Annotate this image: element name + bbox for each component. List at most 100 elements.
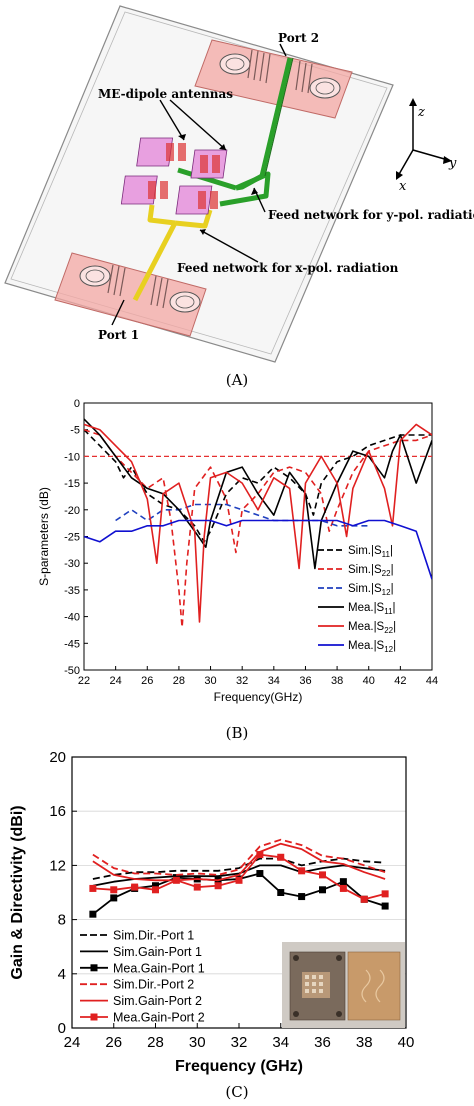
y-tick-label: 0: [74, 398, 80, 410]
legend-label: Sim.|S12|: [348, 583, 394, 597]
x-tick-label: 36: [299, 675, 311, 687]
label-port1: Port 1: [98, 328, 139, 342]
y-axis-label: S-parameters (dB): [37, 487, 51, 586]
x-tick-label: 34: [268, 675, 280, 687]
me-dipole-element: [120, 175, 168, 205]
plot-frame: [83, 402, 433, 671]
data-point: [339, 884, 347, 892]
screw-hole-icon: [169, 291, 201, 313]
x-tick-label: 30: [189, 1034, 206, 1051]
x-axis-label: Frequency (GHz): [175, 1058, 303, 1075]
series-line: [84, 418, 432, 570]
photo-board-back: [347, 951, 401, 1021]
series-line: [84, 423, 432, 623]
label-me-dipole: ME-dipole antennas: [98, 87, 233, 101]
gain-directivity-chart: 24 26 28 30 32 34 36 38 40 0 4 8 12 16 20 Frequency (GH…: [9, 749, 414, 1075]
feed-network-x: [132, 204, 213, 302]
y-tick-label: 16: [49, 803, 66, 820]
legend-label: Sim.Dir.-Port 2: [113, 978, 194, 992]
legend-label: Sim.|S11|: [348, 545, 393, 559]
x-tick-label: 24: [64, 1034, 81, 1051]
legend-label: Sim.|S22|: [348, 564, 394, 578]
series-line: [115, 503, 369, 527]
x-tick-label: 24: [110, 675, 122, 687]
x-axis-label: Frequency(GHz): [214, 690, 303, 704]
y-tick-label: -30: [64, 558, 80, 570]
legend-label: Sim.Gain-Port 2: [113, 994, 202, 1008]
data-point: [131, 883, 139, 891]
axis-z-label: z: [417, 105, 425, 120]
panel-c-caption: (C): [225, 1083, 248, 1101]
series-line: [92, 857, 386, 880]
x-tick-label: 30: [204, 675, 216, 687]
y-tick-label: 12: [49, 857, 66, 874]
x-tick-label: 40: [363, 675, 375, 687]
data-point: [319, 871, 326, 879]
legend-marker: [90, 964, 98, 972]
via-fence: [247, 49, 313, 94]
y-tick-label: -35: [64, 585, 80, 597]
label-feed-x: Feed network for x-pol. radiation: [177, 261, 399, 275]
data-point: [381, 890, 389, 898]
y-axis-label: Gain & Directivity (dBi): [9, 805, 26, 979]
data-point: [381, 902, 389, 910]
x-tick-label: 22: [78, 675, 90, 687]
data-point: [89, 884, 97, 892]
legend-label: Mea.|S11|: [348, 602, 396, 616]
y-tick-label: -45: [64, 638, 80, 650]
coordinate-axes: [397, 102, 449, 177]
data-point: [298, 893, 306, 901]
data-point: [319, 886, 326, 894]
data-point: [277, 889, 285, 896]
data-point: [110, 894, 118, 902]
me-dipole-element: [190, 149, 228, 179]
x-tick-label: 38: [356, 1034, 373, 1051]
screw-hole-icon: [79, 265, 111, 287]
via-fence: [107, 264, 169, 309]
data-point: [172, 876, 180, 884]
y-tick-label: 4: [58, 966, 66, 983]
s-parameter-chart: 22 24 26 28 30 32 34 36 38 40 42 44 0 -5 -10 -15 -20 -25 -…: [37, 398, 438, 704]
data-point: [110, 886, 118, 894]
legend-label: Mea.Gain-Port 1: [113, 961, 205, 975]
x-tick-label: 42: [394, 675, 406, 687]
legend-label: Sim.Dir.-Port 1: [113, 929, 194, 943]
panel-a-caption: (A): [226, 371, 249, 389]
panel-b-caption: (B): [226, 724, 249, 742]
series-line: [92, 842, 386, 882]
legend-label: Mea.|S12|: [348, 640, 396, 654]
x-tick-label: 36: [314, 1034, 331, 1051]
y-tick-label: 0: [58, 1020, 66, 1037]
label-feed-y: Feed network for y-pol. radiation: [268, 208, 474, 222]
y-tick-label: 20: [49, 749, 66, 766]
legend-label: Mea.|S22|: [348, 621, 396, 635]
data-point: [89, 910, 97, 918]
data-point: [235, 876, 243, 884]
data-point: [298, 867, 306, 875]
screw-hole-icon: [309, 77, 341, 99]
data-point: [214, 882, 222, 890]
prototype-photo: [282, 942, 405, 1028]
y-tick-label: -5: [70, 425, 80, 437]
series-line: [84, 428, 432, 629]
y-tick-label: -20: [64, 505, 80, 517]
series-line: [84, 429, 432, 543]
panel-a-illustration: Port 2 Port 1 ME-dipole antennas Feed ne…: [4, 5, 474, 363]
me-dipole-element: [136, 137, 186, 167]
data-point: [360, 895, 368, 903]
y-tick-label: -40: [64, 612, 80, 624]
arrow-heads: [178, 134, 258, 235]
legend-marker: [90, 1013, 98, 1021]
x-tick-label: 32: [231, 1034, 248, 1051]
feed-network-y: [177, 57, 293, 207]
x-tick-label: 28: [173, 675, 185, 687]
data-point: [339, 878, 347, 886]
legend-label: Mea.Gain-Port 2: [113, 1011, 205, 1025]
screw-hole-icon: [219, 53, 251, 75]
data-point: [256, 870, 264, 878]
legend-label: Sim.Gain-Port 1: [113, 945, 202, 959]
x-tick-label: 38: [331, 675, 343, 687]
data-point: [256, 851, 264, 859]
y-tick-label: 8: [58, 912, 66, 929]
